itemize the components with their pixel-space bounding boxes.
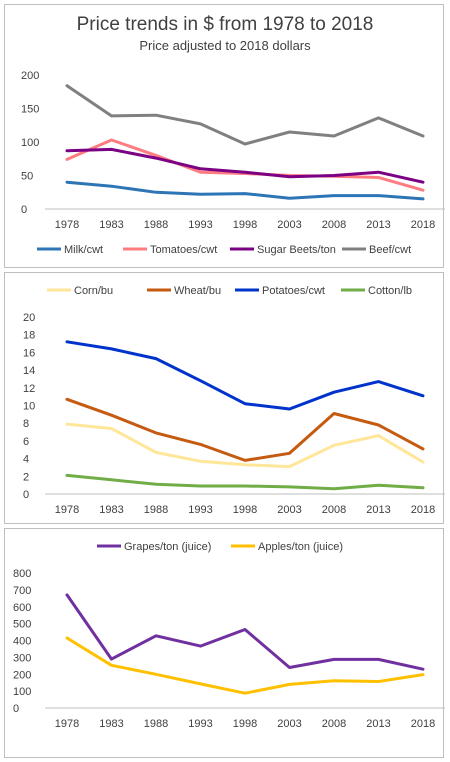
y-tick-label: 20 [23,312,35,324]
legend-label: Wheat/bu [174,285,221,297]
x-tick-label: 2013 [366,219,390,231]
y-tick-label: 300 [13,652,31,664]
y-tick-label: 8 [23,418,29,430]
series-line-potatoes-cwt [65,340,425,411]
x-tick-label: 1993 [188,219,212,231]
legend-label: Sugar Beets/ton [257,244,336,256]
y-tick-label: 800 [13,568,31,580]
series-line-cotton-lb [65,473,425,491]
x-tick-label: 1983 [99,219,123,231]
legend-label: Tomatoes/cwt [150,244,217,256]
legend-label: Potatoes/cwt [262,285,325,297]
series-line-corn-bu [65,422,425,469]
x-tick-label: 1978 [55,219,79,231]
y-tick-label: 6 [23,436,29,448]
y-tick-label: 200 [13,669,31,681]
series-line-tomatoes-cwt [65,138,425,192]
x-tick-label: 1993 [188,504,212,516]
chart-panel-2: 0 2 4 6 8 10 12 14 16 18 20 1978 1983 1988 1993 1998 200… [4,272,445,524]
series-line-beef-cwt [65,84,425,146]
series-line-apples-ton-juice [65,636,425,695]
x-tick-label: 2003 [277,504,301,516]
y-tick-label: 0 [23,489,29,501]
x-tick-label: 1998 [233,219,257,231]
chart-title: Price trends in $ from 1978 to 2018 [77,14,374,35]
x-tick-label: 2013 [366,718,390,730]
x-tick-label: 2018 [411,504,435,516]
y-tick-label: 18 [23,330,35,342]
x-tick-label: 1983 [99,504,123,516]
y-tick-label: 100 [13,686,31,698]
x-tick-label: 1998 [233,718,257,730]
x-tick-label: 1998 [233,504,257,516]
y-tick-label: 2 [23,471,29,483]
chart-2-svg: 0 2 4 6 8 10 12 14 16 18 20 1978 1983 1988 1993 1998 200… [23,285,445,516]
plot-area-1: 0 50 100 150 200 1978 1983 1988 1993 1998 2003 2008… [21,70,445,256]
x-tick-label: 2008 [322,504,346,516]
x-tick-label: 2018 [411,219,435,231]
x-tick-label: 2003 [277,718,301,730]
series-line-sugar-beets-ton [65,147,425,184]
y-tick-label: 600 [13,602,31,614]
x-tick-label: 2018 [411,718,435,730]
x-tick-label: 2008 [322,219,346,231]
x-tick-label: 1988 [144,504,168,516]
y-tick-label: 14 [23,365,35,377]
chart-subtitle: Price adjusted to 2018 dollars [139,38,311,53]
y-tick-label: 150 [21,104,39,116]
series-line-milk-cwt [65,180,425,201]
y-tick-label: 400 [13,636,31,648]
x-tick-label: 1978 [55,504,79,516]
legend-label: Apples/ton (juice) [258,541,343,553]
plot-area-2: 0 2 4 6 8 10 12 14 16 18 20 1978 1983 1988 1993 1998 200… [23,285,445,516]
plot-area-3: 0 100 200 300 400 500 600 700 800 1978 1983 1988 199… [13,541,445,730]
x-tick-label: 1978 [55,718,79,730]
y-tick-label: 12 [23,383,35,395]
y-tick-label: 0 [21,204,27,216]
y-tick-label: 16 [23,347,35,359]
x-tick-label: 1988 [144,718,168,730]
legend-label: Grapes/ton (juice) [124,541,211,553]
legend-label: Corn/bu [74,285,113,297]
chart-1-svg: Price trends in $ from 1978 to 2018 Pric… [21,14,445,256]
legend-label: Cotton/lb [368,285,412,297]
series-line-grapes-ton-juice [65,593,425,671]
y-tick-label: 700 [13,585,31,597]
chart-panel-1: Price trends in $ from 1978 to 2018 Pric… [4,4,445,268]
legend-label: Beef/cwt [369,244,411,256]
x-tick-label: 1983 [99,718,123,730]
x-tick-label: 2013 [366,504,390,516]
y-tick-label: 50 [21,171,33,183]
series-line-wheat-bu [65,397,425,462]
x-tick-label: 1988 [144,219,168,231]
chart-3-svg: 0 100 200 300 400 500 600 700 800 1978 1983 1988 199… [13,541,445,730]
x-tick-label: 2008 [322,718,346,730]
y-tick-label: 100 [21,137,39,149]
x-tick-label: 2003 [277,219,301,231]
legend-label: Milk/cwt [64,244,103,256]
chart-panel-3: 0 100 200 300 400 500 600 700 800 1978 1983 1988 199… [4,528,445,758]
y-tick-label: 4 [23,454,29,466]
x-tick-label: 1993 [188,718,212,730]
y-tick-label: 0 [13,703,19,715]
y-tick-label: 10 [23,401,35,413]
y-tick-label: 500 [13,619,31,631]
y-tick-label: 200 [21,70,39,82]
